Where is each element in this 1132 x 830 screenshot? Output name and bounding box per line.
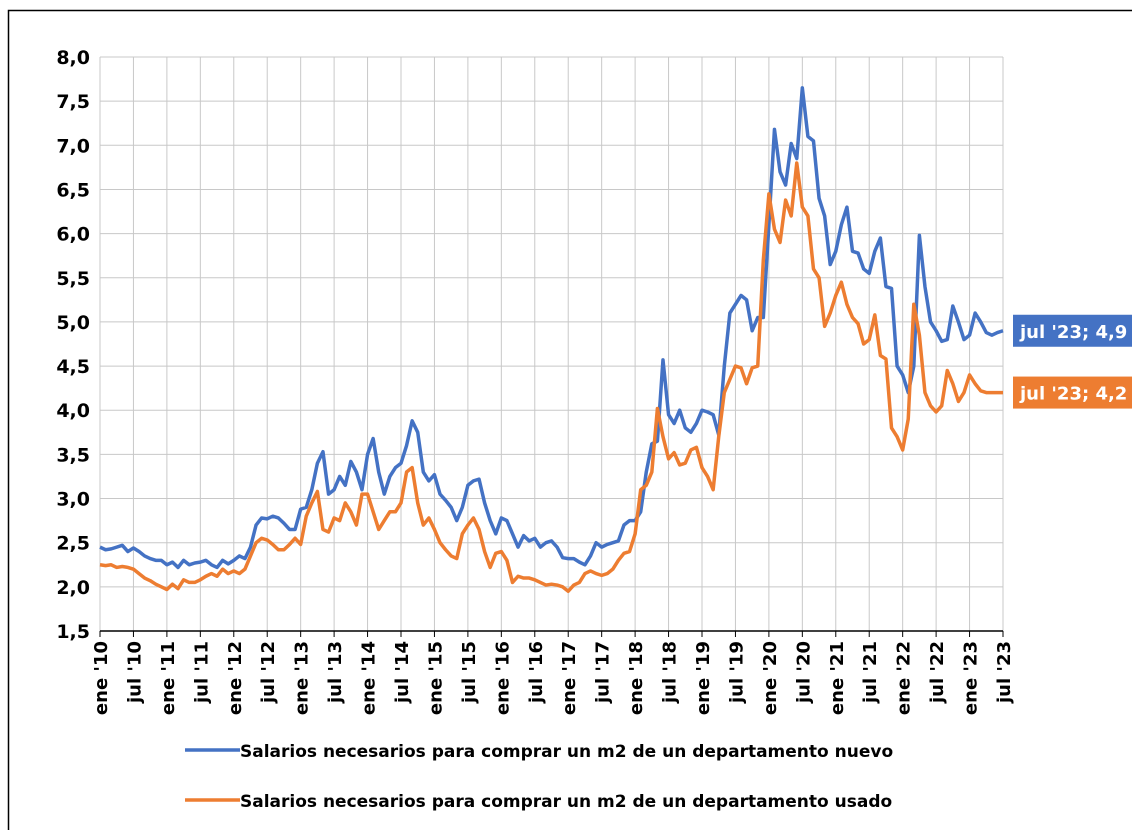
x-tick-label: jul '18 (660, 641, 681, 704)
x-tick-label: ene '17 (559, 641, 580, 715)
x-tick-label: ene '11 (158, 641, 179, 715)
legend-label: Salarios necesarios para comprar un m2 d… (240, 742, 893, 762)
y-tick-label: 6,5 (56, 179, 90, 201)
y-tick-label: 4,0 (56, 400, 90, 422)
y-tick-label: 8,0 (56, 47, 90, 69)
x-tick-label: ene '15 (425, 641, 446, 715)
x-tick-label: jul '17 (593, 641, 614, 704)
y-tick-label: 7,5 (56, 91, 90, 113)
y-tick-label: 2,0 (56, 577, 90, 599)
end-label: jul '23; 4,2 (1019, 384, 1127, 405)
x-tick-label: jul '19 (726, 641, 747, 704)
y-tick-label: 6,0 (56, 224, 90, 246)
y-tick-label: 3,0 (56, 489, 90, 511)
x-tick-label: jul '22 (927, 641, 948, 704)
x-tick-label: jul '15 (459, 641, 480, 704)
x-tick-label: ene '19 (693, 641, 714, 715)
x-tick-label: ene '12 (225, 641, 246, 715)
y-tick-label: 5,5 (56, 268, 90, 290)
end-label: jul '23; 4,9 (1019, 322, 1127, 343)
y-tick-label: 5,0 (56, 312, 90, 334)
x-tick-label: jul '12 (258, 641, 279, 704)
x-tick-label: jul '13 (325, 641, 346, 704)
x-tick-label: ene '18 (626, 641, 647, 715)
x-tick-label: ene '21 (827, 641, 848, 715)
x-tick-label: ene '14 (359, 641, 380, 715)
x-tick-label: ene '22 (894, 641, 915, 715)
y-tick-label: 1,5 (56, 621, 90, 643)
x-tick-label: ene '20 (760, 641, 781, 715)
x-tick-label: ene '16 (492, 641, 513, 715)
x-tick-label: jul '14 (392, 641, 413, 704)
x-tick-label: ene '23 (961, 641, 982, 715)
y-tick-label: 2,5 (56, 533, 90, 555)
x-tick-label: ene '13 (292, 641, 313, 715)
y-tick-label: 7,0 (56, 135, 90, 157)
y-tick-label: 3,5 (56, 444, 90, 466)
series-line (99, 161, 1003, 594)
x-tick-label: ene '10 (91, 641, 112, 715)
end-label-box (1013, 376, 1132, 409)
x-tick-label: jul '23 (994, 641, 1015, 704)
x-tick-label: jul '20 (793, 641, 814, 704)
chart-border (7, 9, 1132, 830)
x-tick-label: jul '21 (860, 641, 881, 704)
legend-label: Salarios necesarios para comprar un m2 d… (240, 792, 892, 812)
x-tick-label: jul '16 (526, 641, 547, 704)
y-tick-label: 4,5 (56, 356, 90, 378)
end-label-box (1013, 314, 1132, 347)
x-tick-label: jul '10 (124, 641, 145, 704)
x-tick-label: jul '11 (191, 641, 212, 704)
series-line (99, 86, 1004, 570)
